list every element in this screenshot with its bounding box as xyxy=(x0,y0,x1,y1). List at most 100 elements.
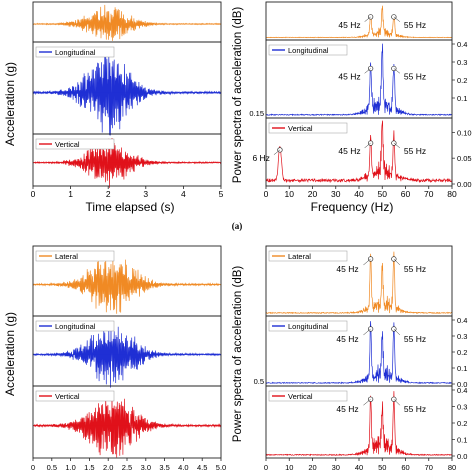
b-spectrum-xtick-label: 50 xyxy=(378,463,386,472)
b-time-xtick-label: 1.0 xyxy=(65,463,75,472)
a-spectrum-lateral-trace xyxy=(266,5,453,39)
a-spectrum-lateral-leader xyxy=(393,16,401,22)
b-time-xtick-label: 4.0 xyxy=(178,463,188,472)
signal-traces xyxy=(32,4,453,458)
a-spectrum-ylabel: Power spectra of acceleration (dB) xyxy=(232,7,244,184)
a-spectrum-ytick-label: 0.00 xyxy=(457,180,472,189)
a-spectrum-xtick-label: 50 xyxy=(378,189,388,199)
a-time-legend-vertical-label: Vertical xyxy=(55,140,80,149)
a-spectrum-longitudinal-peak-marker xyxy=(391,65,397,72)
a-time-lateral-trace xyxy=(32,4,222,41)
a-time-xtick-label: 3 xyxy=(143,189,148,199)
a-time-xtick-label: 4 xyxy=(181,189,186,199)
a-spectrum-vertical-peak-label: 6 Hz xyxy=(252,153,269,163)
a-time-xlabel: Time elapsed (s) xyxy=(86,200,175,214)
b-spectrum-lateral-leader xyxy=(393,258,401,266)
a-spectrum-lateral-leader xyxy=(364,16,371,22)
b-spectrum-lateral-leader xyxy=(363,258,371,266)
b-spectrum-longitudinal-leader xyxy=(363,328,371,336)
a-time-xtick-label: 5 xyxy=(219,189,224,199)
a-spectrum-ytick-left-label: 0.15 xyxy=(249,109,264,118)
a-spectrum-xtick-label: 10 xyxy=(285,189,295,199)
b-spectrum-lateral-trace xyxy=(265,251,453,315)
b-time-xtick-label: 3.0 xyxy=(141,463,151,472)
b-time-xtick-label: 3.5 xyxy=(159,463,169,472)
b-spectrum-xtick-label: 10 xyxy=(285,463,293,472)
a-spectrum-xtick-label: 20 xyxy=(308,189,318,199)
b-spectrum-xtick-label: 40 xyxy=(355,463,363,472)
b-time-xtick-label: 2.5 xyxy=(122,463,132,472)
b-time-legend-vertical-box xyxy=(35,390,115,402)
plot-frames xyxy=(32,1,455,461)
b-time-xtick-label: 2.0 xyxy=(103,463,113,472)
b-spectrum-ytick-label: 0.0 xyxy=(457,452,467,461)
a-spectrum-xtick-label: 60 xyxy=(401,189,411,199)
a-time-xtick-label: 0 xyxy=(31,189,36,199)
b-spectrum-legend-vertical-label: Vertical xyxy=(288,392,313,401)
b-spectrum-legend-vertical-box xyxy=(268,390,348,402)
b-time-xtick-label: 4.5 xyxy=(197,463,207,472)
a-time-legend-vertical-box xyxy=(35,138,115,150)
a-spectrum-longitudinal-trace xyxy=(265,43,453,117)
a-spectrum-longitudinal-peak-label: 45 Hz xyxy=(338,71,360,81)
a-spectrum-xtick-label: 0 xyxy=(264,189,269,199)
b-spectrum-xtick-label: 70 xyxy=(425,463,433,472)
a-spectrum-xtick-label: 30 xyxy=(331,189,341,199)
a-spectrum-xtick-label: 40 xyxy=(354,189,364,199)
b-time-xtick-label: 0 xyxy=(31,463,35,472)
b-time-legend-vertical-label: Vertical xyxy=(55,392,80,401)
caption-a: (a) xyxy=(232,221,243,231)
b-spectrum-xtick-label: 0 xyxy=(264,463,268,472)
a-time-legend-longitudinal-box xyxy=(35,46,115,58)
a-spectrum-ytick-label: 0.4 xyxy=(457,40,467,49)
b-time-legend-lateral-box xyxy=(35,250,115,262)
b-spectrum-ylabel: Power spectra of acceleration (dB) xyxy=(232,266,244,443)
a-spectrum-longitudinal-leader xyxy=(364,68,371,74)
a-time-legend-longitudinal-label: Longitudinal xyxy=(55,48,96,57)
b-spectrum-ytick-label: 0.1 xyxy=(457,364,467,373)
a-spectrum-lateral-peak-label: 45 Hz xyxy=(338,20,360,30)
b-spectrum-ytick-label: 0.4 xyxy=(457,386,467,395)
b-time-xtick-label: 0.5 xyxy=(47,463,57,472)
b-spectrum-ytick-label: 0.3 xyxy=(457,403,467,412)
b-spectrum-vertical-leader xyxy=(393,399,401,406)
b-spectrum-ytick-label: 0.2 xyxy=(457,348,467,357)
a-spectrum-longitudinal-leader xyxy=(393,68,401,74)
b-time-ylabel: Acceleration (g) xyxy=(3,312,17,396)
b-spectrum-longitudinal-peak-label: 55 Hz xyxy=(404,334,426,344)
b-spectrum-legend-lateral-label: Lateral xyxy=(288,252,311,261)
b-time-legend-lateral-label: Lateral xyxy=(55,252,78,261)
b-spectrum-xtick-label: 20 xyxy=(308,463,316,472)
a-time-longitudinal-trace xyxy=(32,48,222,136)
a-spectrum-ytick-label: 0.1 xyxy=(457,94,467,103)
b-spectrum-ytick-label: 0.4 xyxy=(457,316,467,325)
b-spectrum-ytick-label: 0.3 xyxy=(457,332,467,341)
a-time-vertical-trace xyxy=(32,137,222,188)
a-spectrum-xtick-label: 80 xyxy=(447,189,457,199)
b-spectrum-legend-longitudinal-box xyxy=(268,320,348,332)
b-spectrum-ytick-left-label: 0.5 xyxy=(254,377,264,386)
b-spectrum-xtick-label: 80 xyxy=(448,463,456,472)
a-spectrum-vertical-leader xyxy=(273,149,281,155)
a-spectrum-legend-longitudinal-label: Longitudinal xyxy=(288,46,329,55)
a-spectrum-ytick-label: 0.05 xyxy=(457,154,472,163)
a-spectrum-vertical-peak-label: 45 Hz xyxy=(338,146,360,156)
b-time-legend-longitudinal-box xyxy=(35,320,115,332)
b-spectrum-vertical-trace xyxy=(265,391,453,457)
b-spectrum-ytick-label: 0.1 xyxy=(457,436,467,445)
a-spectrum-longitudinal-peak-label: 55 Hz xyxy=(404,71,426,81)
b-spectrum-legend-longitudinal-label: Longitudinal xyxy=(288,322,329,331)
a-spectrum-longitudinal-peak-marker xyxy=(367,65,374,72)
a-spectrum-ytick-label: 0.2 xyxy=(457,76,467,85)
b-spectrum-ytick-label: 0.2 xyxy=(457,419,467,428)
a-spectrum-xtick-label: 70 xyxy=(424,189,434,199)
a-spectrum-legend-longitudinal-box xyxy=(268,44,348,56)
a-spectrum-vertical-trace xyxy=(265,120,453,184)
b-spectrum-longitudinal-peak-label: 45 Hz xyxy=(336,334,358,344)
b-time-xtick-label: 5.0 xyxy=(216,463,226,472)
b-time-xtick-label: 1.5 xyxy=(84,463,94,472)
b-spectrum-lateral-peak-label: 45 Hz xyxy=(336,264,358,274)
b-spectrum-vertical-peak-label: 45 Hz xyxy=(336,404,358,414)
b-spectrum-longitudinal-trace xyxy=(266,321,452,385)
